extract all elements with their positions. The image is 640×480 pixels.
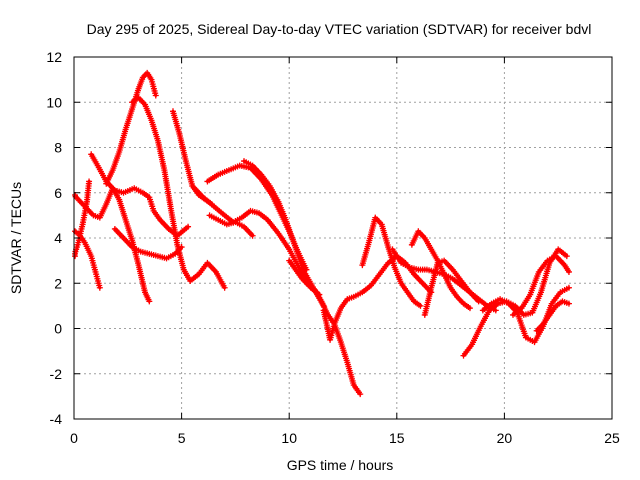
series-track-22 xyxy=(533,298,572,334)
series-track-3 xyxy=(72,178,93,260)
y-tick-label: 10 xyxy=(46,94,62,110)
chart-title: Day 295 of 2025, Sidereal Day-to-day VTE… xyxy=(87,21,592,37)
series-track-15 xyxy=(359,214,424,309)
x-tick-label: 15 xyxy=(389,430,405,446)
series-track-12 xyxy=(206,212,256,239)
x-axis-label: GPS time / hours xyxy=(287,457,394,473)
data-point xyxy=(152,92,159,99)
series-track-14 xyxy=(320,253,435,343)
y-tick-label: 12 xyxy=(46,49,62,65)
series-layer xyxy=(72,69,572,398)
y-tick-label: -4 xyxy=(50,411,63,427)
x-tick-label: 5 xyxy=(178,430,186,446)
data-point xyxy=(475,298,482,305)
series-track-8 xyxy=(169,108,215,208)
y-tick-label: 0 xyxy=(54,321,62,337)
x-tick-label: 10 xyxy=(281,430,297,446)
data-point xyxy=(417,302,424,309)
y-tick-label: 2 xyxy=(54,275,62,291)
data-point xyxy=(146,298,153,305)
data-point xyxy=(72,228,78,235)
x-tick-label: 0 xyxy=(70,430,78,446)
series-track-7 xyxy=(111,225,185,262)
data-point xyxy=(466,305,473,312)
y-tick-label: -2 xyxy=(50,366,63,382)
y-axis-label: SDTVAR / TECUs xyxy=(8,182,24,294)
series-track-9 xyxy=(189,182,323,298)
data-point xyxy=(563,253,570,260)
series-track-5 xyxy=(103,69,159,187)
data-point xyxy=(185,223,192,230)
axis-ticks: 0 5 10 15 20 25 -4 -2 0 2 4 6 8 10 12 xyxy=(46,49,620,446)
y-tick-label: 6 xyxy=(54,185,62,201)
y-tick-label: 4 xyxy=(54,230,62,246)
x-tick-label: 20 xyxy=(497,430,513,446)
data-point xyxy=(565,268,572,275)
x-tick-label: 25 xyxy=(604,430,620,446)
data-point xyxy=(178,244,185,251)
series-track-21 xyxy=(510,253,572,318)
data-point xyxy=(492,307,499,314)
data-point xyxy=(357,391,364,398)
data-point xyxy=(221,284,228,291)
data-point xyxy=(86,178,93,185)
series-track-6 xyxy=(129,94,228,291)
data-point xyxy=(565,284,572,291)
y-tick-label: 8 xyxy=(54,140,62,156)
data-point xyxy=(249,232,256,239)
series-track-18 xyxy=(421,257,482,318)
data-point xyxy=(565,300,572,307)
data-point xyxy=(96,284,103,291)
grid xyxy=(74,57,612,419)
